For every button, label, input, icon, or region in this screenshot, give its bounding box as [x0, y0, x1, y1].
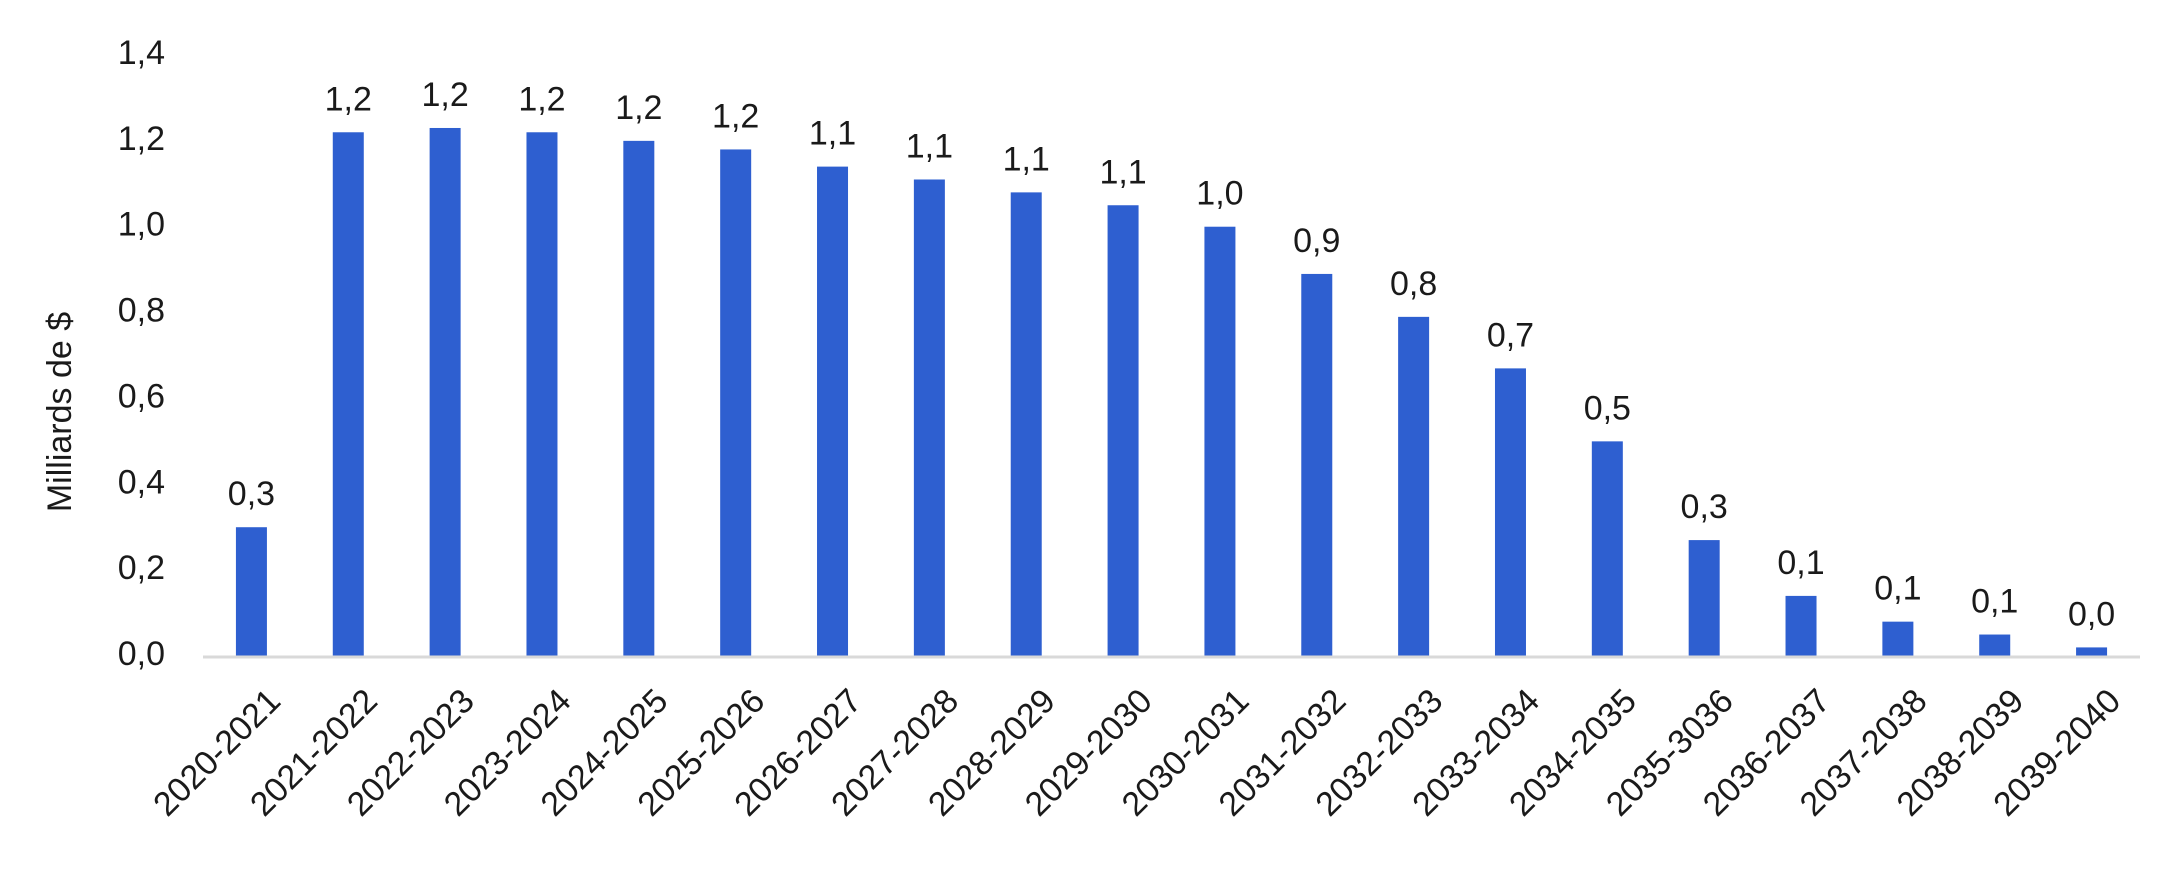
bar-data-label: 0,3 [1681, 488, 1728, 526]
bar-data-label: 1,0 [1196, 175, 1243, 213]
bar-data-label: 1,1 [906, 127, 953, 165]
bar [1785, 595, 1817, 656]
bar [1591, 441, 1623, 656]
bar [1688, 540, 1720, 656]
bar [526, 132, 558, 656]
bar [817, 166, 849, 656]
y-tick-label: 1,2 [118, 120, 165, 158]
bar-data-label: 0,1 [1971, 583, 2018, 621]
bar [913, 179, 945, 656]
bar-data-label: 1,2 [518, 80, 565, 118]
bar [1398, 316, 1430, 656]
bar [1204, 226, 1236, 656]
data-labels-group: 0,3 1,2 1,2 1,2 1,2 1,2 1,1 1,1 1,1 1,1 1,0 0,9 0,8 0… [228, 76, 2115, 633]
bars-group [235, 127, 2108, 656]
bar-data-label: 0,5 [1584, 389, 1631, 427]
bar-data-label: 0,8 [1390, 265, 1437, 303]
bar-data-label: 1,2 [712, 97, 759, 135]
bar [1301, 273, 1333, 656]
x-axis-ticks: 2020-20212021-20222022-20232023-20242024… [146, 682, 2128, 824]
bar-data-label: 1,1 [1003, 140, 1050, 178]
y-tick-label: 0,2 [118, 549, 165, 587]
bar-data-label: 0,9 [1293, 222, 1340, 260]
bar-data-label: 1,2 [325, 80, 372, 118]
y-tick-label: 0,4 [118, 463, 165, 501]
bar-data-label: 0,7 [1487, 316, 1534, 354]
bar [1107, 205, 1139, 656]
bar [2076, 647, 2108, 656]
bar [1010, 192, 1042, 656]
bar-data-label: 1,1 [1099, 153, 1146, 191]
y-tick-label: 0,8 [118, 292, 165, 330]
bar-data-label: 0,1 [1777, 544, 1824, 582]
y-tick-label: 1,4 [118, 34, 165, 72]
bar [720, 149, 752, 656]
bar-data-label: 1,2 [421, 76, 468, 114]
bar-data-label: 0,0 [2068, 595, 2115, 633]
bar [235, 527, 267, 656]
y-tick-label: 0,0 [118, 635, 165, 673]
y-tick-label: 0,6 [118, 377, 165, 415]
bar [1882, 621, 1914, 656]
y-tick-label: 1,0 [118, 206, 165, 244]
y-axis-label: Milliards de $ [41, 312, 79, 512]
bar [1494, 368, 1526, 656]
bar-data-label: 1,1 [809, 115, 856, 153]
bar [1979, 634, 2011, 656]
bar [332, 132, 364, 656]
bar-data-label: 1,2 [615, 89, 662, 127]
bar-data-label: 0,1 [1874, 570, 1921, 608]
bar [623, 140, 655, 656]
bar-data-label: 0,3 [228, 475, 275, 513]
bar [429, 127, 461, 656]
y-axis-ticks: 0,0 0,2 0,4 0,6 0,8 1,0 1,2 1,4 [118, 34, 165, 673]
